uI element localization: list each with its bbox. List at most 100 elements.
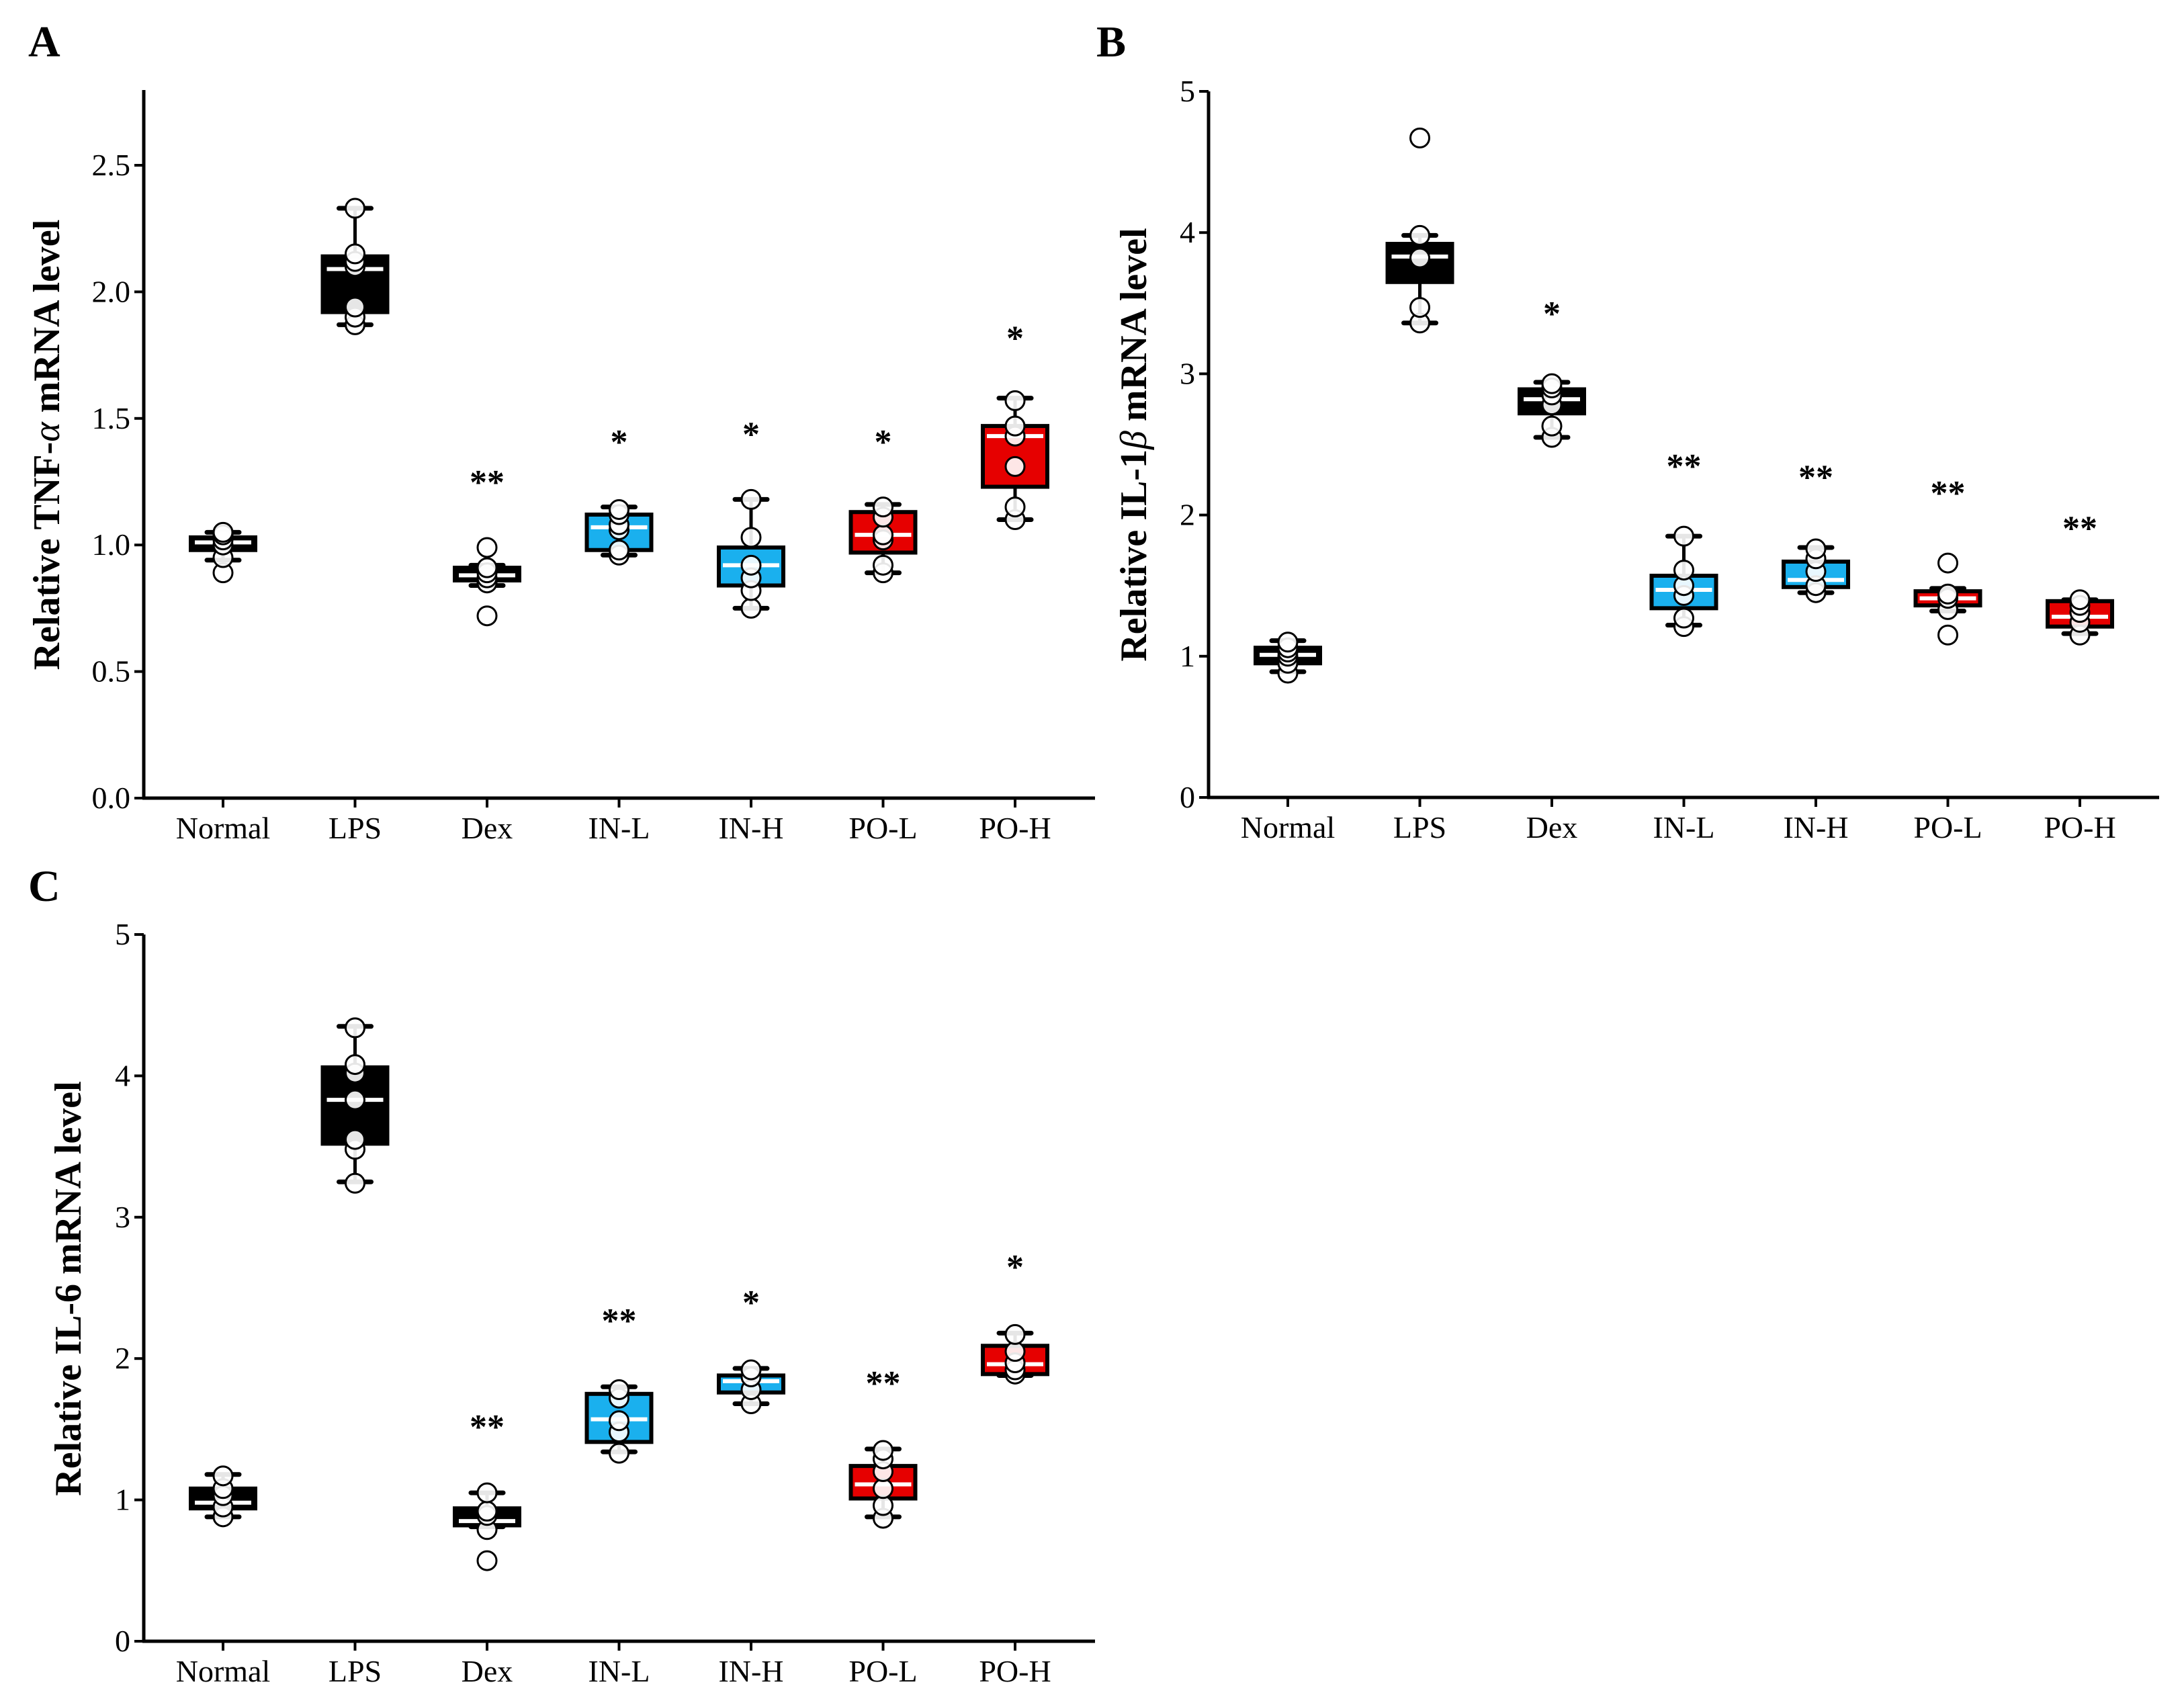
data-point bbox=[740, 554, 762, 576]
significance-marker: * bbox=[875, 423, 892, 462]
x-tick-label: PO-L bbox=[848, 811, 917, 845]
significance-marker: ** bbox=[866, 1364, 901, 1403]
x-tick-label: IN-L bbox=[588, 1654, 650, 1688]
data-point bbox=[1937, 624, 1958, 646]
box-group-Dex: * bbox=[1518, 295, 1586, 448]
x-tick-label: Normal bbox=[176, 1654, 271, 1688]
x-tick-label: LPS bbox=[329, 811, 382, 845]
x-tick-label: PO-H bbox=[2044, 810, 2115, 844]
y-axis-label-part: mRNA level bbox=[1113, 228, 1155, 431]
panel-A: A 0.0 0.5 1.0 1.5 2.0 2.5 Relative TNF-α mRNA l… bbox=[26, 17, 1095, 845]
y-tick-label: 2.5 bbox=[92, 148, 131, 182]
box-group-PO-L: * bbox=[848, 423, 918, 584]
box-group-IN-L: * bbox=[584, 423, 654, 566]
data-point bbox=[345, 243, 365, 265]
data-point bbox=[345, 296, 365, 318]
y-tick-label: 0.5 bbox=[92, 654, 131, 689]
data-point bbox=[1673, 525, 1694, 547]
box-group-Dex: ** bbox=[453, 1408, 521, 1571]
y-tick-label: 1.5 bbox=[92, 401, 131, 435]
data-point bbox=[1004, 1323, 1026, 1345]
data-point bbox=[609, 539, 629, 561]
data-point bbox=[740, 527, 762, 548]
data-point bbox=[476, 1500, 498, 1522]
significance-marker: * bbox=[1006, 1248, 1024, 1287]
significance-marker: * bbox=[742, 416, 760, 454]
data-point bbox=[345, 1089, 365, 1111]
y-tick-label: 0 bbox=[1180, 780, 1195, 814]
data-point bbox=[1805, 538, 1827, 560]
y-tick-label: 4 bbox=[1180, 215, 1195, 249]
data-point bbox=[1409, 224, 1430, 246]
significance-marker: ** bbox=[1667, 447, 1702, 486]
significance-marker: ** bbox=[470, 464, 505, 502]
box-group-Normal bbox=[189, 1465, 257, 1528]
x-tick-label: IN-H bbox=[718, 1654, 783, 1688]
panel-letter: B bbox=[1096, 17, 1126, 67]
x-tick-label: Normal bbox=[1241, 810, 1336, 844]
y-tick-label: 5 bbox=[115, 917, 130, 951]
data-point bbox=[1409, 297, 1430, 318]
box-group-PO-H: ** bbox=[2046, 509, 2114, 646]
x-tick-label: IN-L bbox=[588, 811, 650, 845]
data-point bbox=[873, 496, 893, 518]
box-group-IN-L: ** bbox=[584, 1302, 654, 1464]
data-point bbox=[476, 557, 498, 578]
significance-marker: * bbox=[1006, 319, 1024, 357]
data-point bbox=[1004, 496, 1026, 518]
y-tick-label: 5 bbox=[1180, 74, 1195, 108]
x-tick-label: PO-H bbox=[979, 811, 1051, 845]
y-tick-label: 2 bbox=[115, 1341, 130, 1375]
data-point bbox=[740, 597, 762, 619]
x-tick-label: IN-H bbox=[718, 811, 783, 845]
x-tick-label: Dex bbox=[1526, 810, 1578, 844]
significance-marker: ** bbox=[470, 1408, 505, 1446]
data-point bbox=[345, 1054, 365, 1076]
data-point bbox=[1004, 390, 1026, 411]
data-point bbox=[1937, 583, 1958, 605]
significance-marker: ** bbox=[602, 1302, 637, 1340]
box-group-Dex: ** bbox=[453, 464, 521, 627]
x-tick-label: LPS bbox=[1393, 810, 1446, 844]
box-group-LPS bbox=[320, 198, 390, 335]
data-point bbox=[609, 1410, 629, 1432]
x-tick-label: PO-L bbox=[848, 1654, 917, 1688]
x-tick-label: Dex bbox=[462, 811, 513, 845]
box-group-LPS bbox=[1385, 127, 1454, 334]
data-point bbox=[476, 605, 498, 627]
data-point bbox=[345, 1017, 365, 1039]
box-group-IN-L: ** bbox=[1649, 447, 1718, 638]
significance-marker: * bbox=[611, 423, 628, 462]
panel-letter: A bbox=[28, 17, 60, 67]
data-point bbox=[476, 1550, 498, 1571]
data-point bbox=[1673, 560, 1694, 581]
y-axis-label: Relative IL-6 mRNA level bbox=[48, 1081, 89, 1495]
significance-marker: ** bbox=[1798, 459, 1833, 497]
data-point bbox=[1004, 415, 1026, 437]
data-point bbox=[476, 537, 498, 558]
x-tick-label: PO-L bbox=[1913, 810, 1982, 844]
data-point bbox=[1409, 127, 1430, 148]
box-group-IN-H: * bbox=[717, 416, 785, 619]
x-tick-label: PO-H bbox=[979, 1654, 1051, 1688]
data-point bbox=[1937, 552, 1958, 574]
data-point bbox=[873, 1440, 893, 1461]
y-axis-label: Relative TNF-α mRNA level bbox=[26, 220, 68, 670]
box-group-Normal bbox=[1254, 632, 1322, 684]
significance-marker: ** bbox=[2062, 509, 2097, 548]
y-tick-label: 0 bbox=[115, 1624, 130, 1658]
data-point bbox=[1277, 632, 1299, 653]
data-point bbox=[2069, 589, 2091, 611]
data-point bbox=[345, 1172, 365, 1194]
data-point bbox=[476, 1482, 498, 1504]
box-group-LPS bbox=[320, 1017, 390, 1194]
data-point bbox=[345, 1129, 365, 1150]
data-point bbox=[1673, 607, 1694, 629]
data-point bbox=[740, 488, 762, 510]
box-group-PO-H: * bbox=[981, 1248, 1049, 1385]
data-point bbox=[609, 1442, 629, 1464]
y-tick-label: 3 bbox=[115, 1200, 130, 1234]
y-axis-label-part: Relative IL-1 bbox=[1113, 449, 1155, 662]
y-tick-label: 1.0 bbox=[92, 527, 131, 562]
